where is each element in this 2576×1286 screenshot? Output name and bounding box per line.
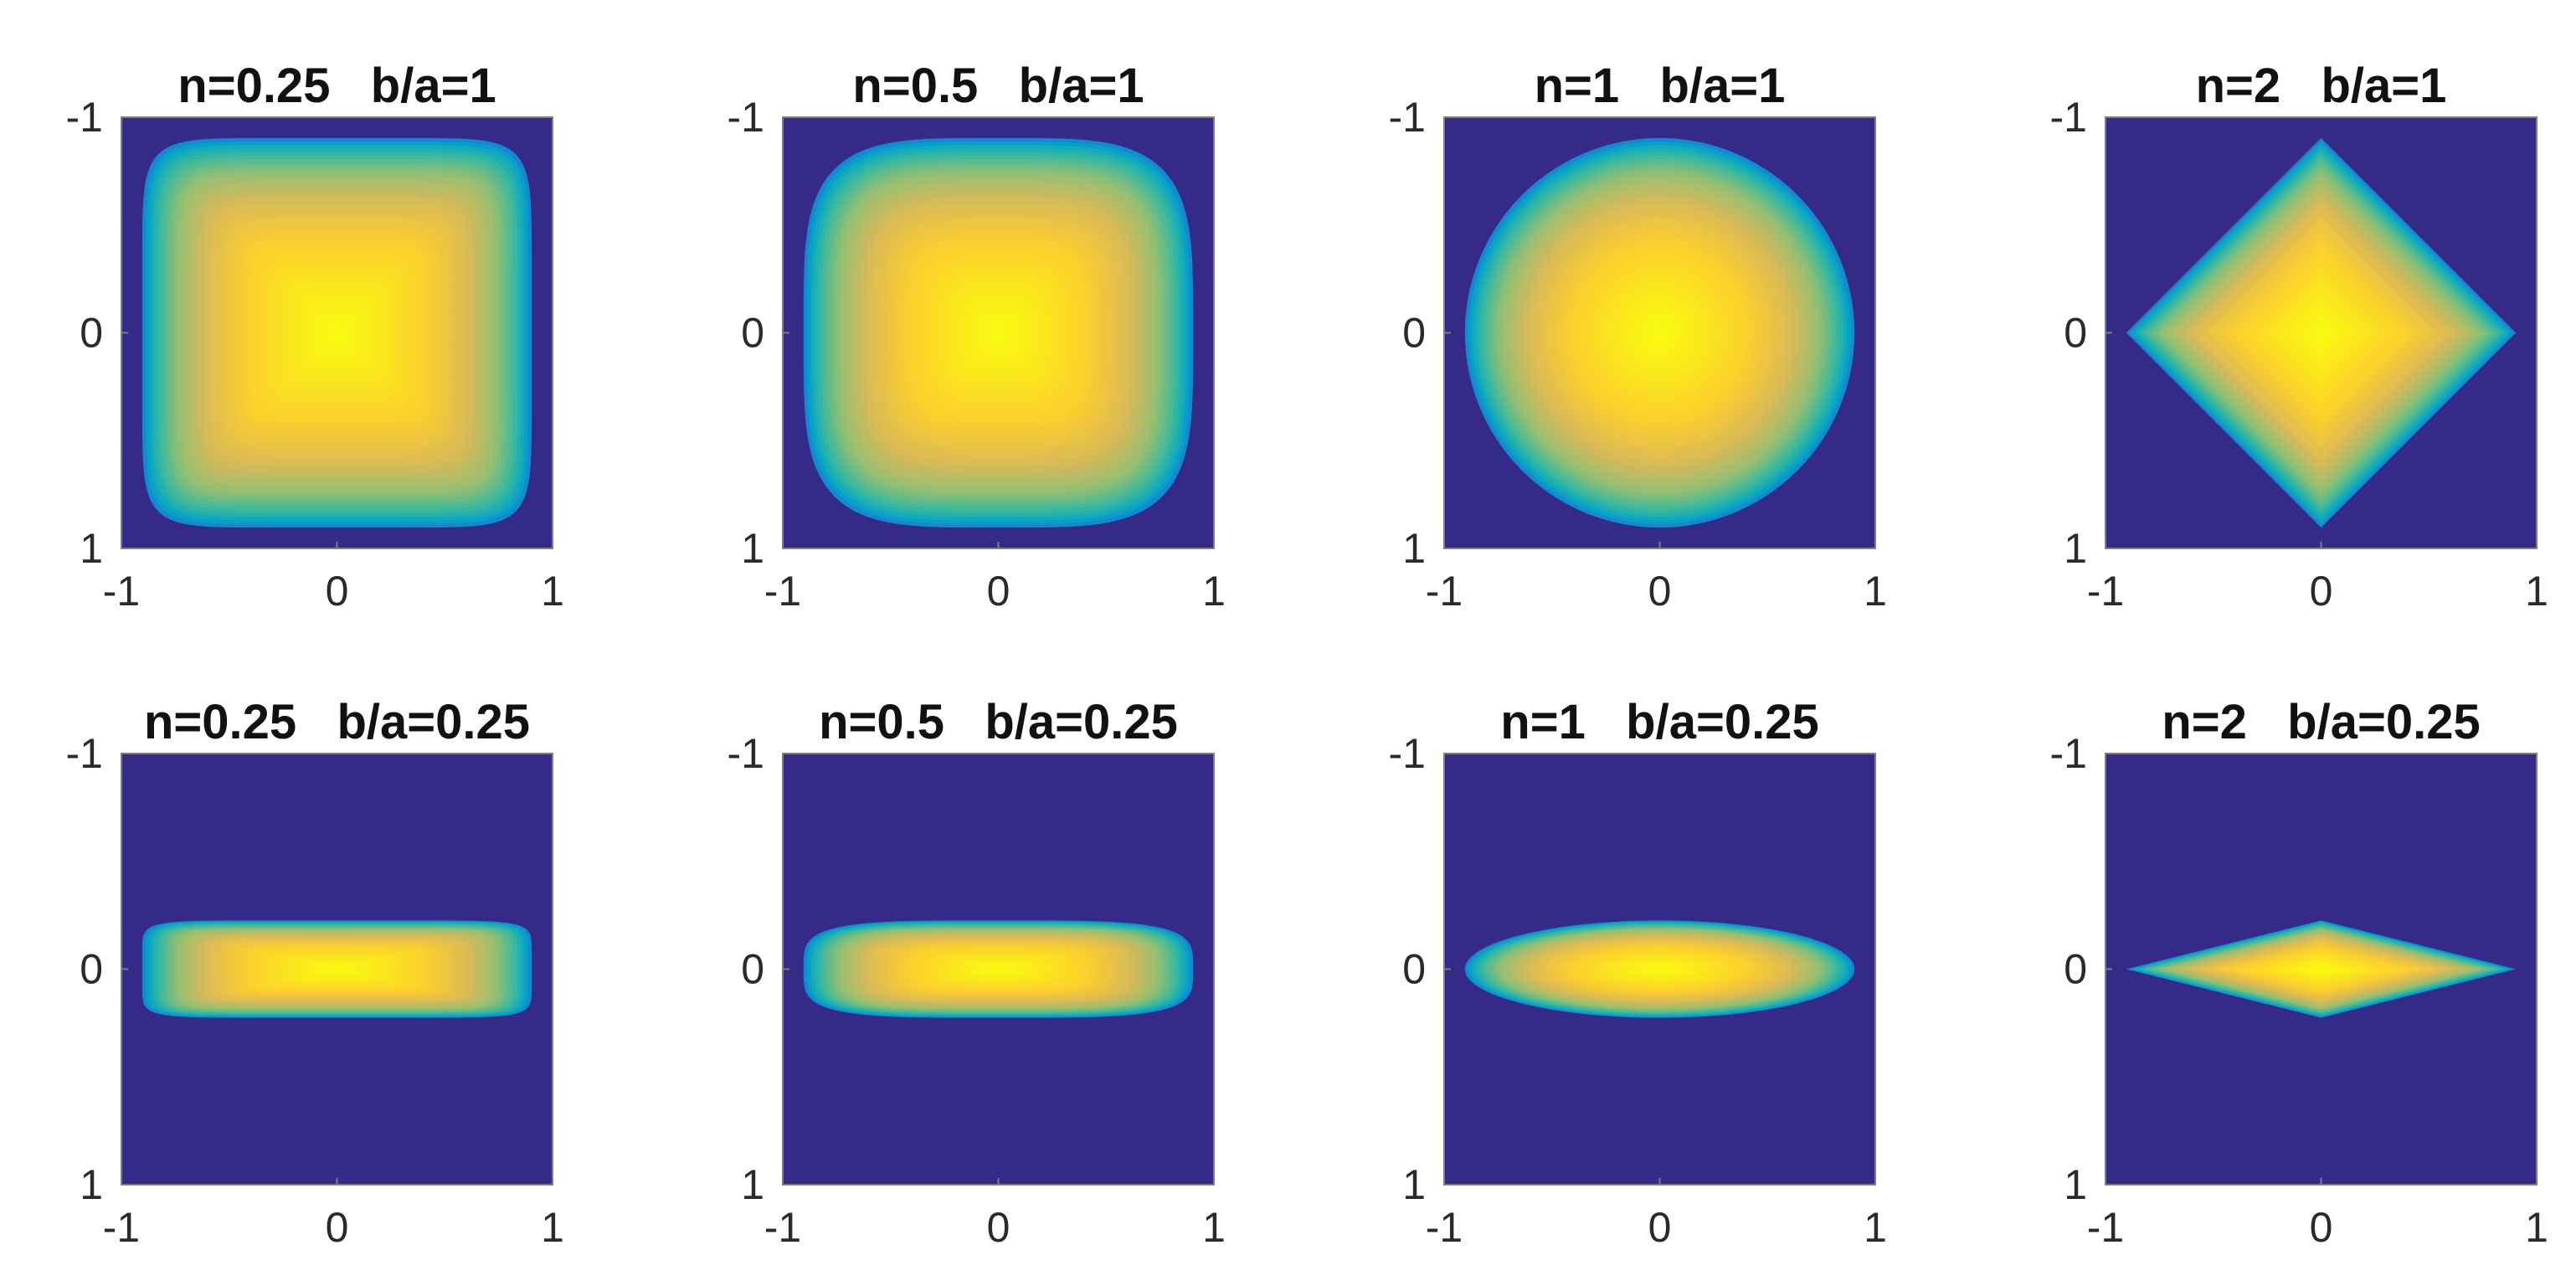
y-tick-label: 1 <box>80 1161 103 1208</box>
heatmap-shape <box>800 919 1197 1019</box>
x-tick-label: 0 <box>326 568 349 615</box>
heatmap-level <box>1656 968 1663 970</box>
y-tick-label: 1 <box>80 525 103 572</box>
y-tick-label: -1 <box>66 94 103 141</box>
x-tick-label: 0 <box>1648 568 1672 615</box>
subplot-title: n=1 b/a=1 <box>1535 59 1786 113</box>
heatmap-shape <box>1461 134 1859 532</box>
subplot-title: n=0.5 b/a=1 <box>852 59 1144 113</box>
subplot-title: n=0.5 b/a=0.25 <box>819 695 1178 749</box>
subplot-panel: n=0.5 b/a=0.25-1 0 1-101 <box>728 695 1226 1251</box>
heatmap-level <box>333 329 341 337</box>
y-tick-label: 0 <box>1402 310 1426 357</box>
x-tick-label: -1 <box>103 1204 140 1251</box>
y-tick-label: -1 <box>66 730 103 777</box>
heatmap-level <box>1656 329 1663 337</box>
y-tick-label: -1 <box>728 94 764 141</box>
heatmap-shape <box>2122 919 2520 1019</box>
x-tick-label: 1 <box>1202 1204 1226 1251</box>
x-tick-label: 0 <box>1648 1204 1672 1251</box>
y-tick-label: 1 <box>2064 1161 2087 1208</box>
y-tick-label: 1 <box>1402 525 1426 572</box>
x-tick-label: -1 <box>764 568 801 615</box>
y-tick-label: -1 <box>1389 730 1426 777</box>
y-tick-label: 0 <box>741 946 764 993</box>
y-tick-label: -1 <box>1389 94 1426 141</box>
y-tick-label: -1 <box>2050 94 2087 141</box>
y-tick-label: 1 <box>2064 525 2087 572</box>
y-tick-label: 1 <box>1402 1161 1426 1208</box>
x-tick-label: -1 <box>2087 1204 2124 1251</box>
x-tick-label: 1 <box>2525 568 2548 615</box>
subplot-panel: n=0.25 b/a=0.25-1 0 1-101 <box>66 695 564 1251</box>
x-tick-label: -1 <box>1426 1204 1463 1251</box>
y-tick-label: 0 <box>2064 946 2087 993</box>
subplot-panel: n=1 b/a=1-1 0 1-101 <box>1389 59 1887 615</box>
subplot-title: n=2 b/a=0.25 <box>2162 695 2480 749</box>
heatmap-level <box>2317 968 2325 970</box>
subplot-title: n=1 b/a=0.25 <box>1500 695 1818 749</box>
x-tick-label: 1 <box>1202 568 1226 615</box>
heatmap-level <box>995 968 1002 970</box>
x-tick-label: 1 <box>541 1204 564 1251</box>
subplot-panel: n=2 b/a=1-1 0 1-101 <box>2050 59 2548 615</box>
heatmap-level <box>333 968 341 970</box>
x-tick-label: 0 <box>2310 568 2333 615</box>
y-tick-label: 1 <box>741 1161 764 1208</box>
heatmap-shape <box>1461 919 1859 1019</box>
heatmap-shape <box>2122 134 2520 532</box>
x-tick-label: 0 <box>2310 1204 2333 1251</box>
x-tick-label: 0 <box>987 568 1010 615</box>
subplot-panel: n=0.25 b/a=1-1 0 1-101 <box>66 59 564 615</box>
x-tick-label: 1 <box>2525 1204 2548 1251</box>
subplot-title: n=2 b/a=1 <box>2196 59 2447 113</box>
x-tick-label: 1 <box>1864 568 1887 615</box>
heatmap-level <box>2317 329 2325 337</box>
subplot-panel: n=0.5 b/a=1-1 0 1-101 <box>728 59 1226 615</box>
heatmap-shape <box>138 919 536 1019</box>
x-tick-label: 1 <box>541 568 564 615</box>
x-tick-label: -1 <box>103 568 140 615</box>
y-tick-label: 0 <box>2064 310 2087 357</box>
y-tick-label: 0 <box>741 310 764 357</box>
subplot-panel: n=2 b/a=0.25-1 0 1-101 <box>2050 695 2548 1251</box>
heatmap-shape <box>800 134 1197 532</box>
x-tick-label: -1 <box>2087 568 2124 615</box>
heatmap-level <box>995 329 1002 337</box>
y-tick-label: 0 <box>1402 946 1426 993</box>
subplot-title: n=0.25 b/a=0.25 <box>144 695 530 749</box>
y-tick-label: 0 <box>80 310 103 357</box>
y-tick-label: -1 <box>728 730 764 777</box>
heatmap-shape <box>138 134 536 532</box>
x-tick-label: -1 <box>1426 568 1463 615</box>
x-tick-label: 0 <box>987 1204 1010 1251</box>
y-tick-label: 1 <box>741 525 764 572</box>
y-tick-label: -1 <box>2050 730 2087 777</box>
subplot-panel: n=1 b/a=0.25-1 0 1-101 <box>1389 695 1887 1251</box>
x-tick-label: 0 <box>326 1204 349 1251</box>
y-tick-label: 0 <box>80 946 103 993</box>
x-tick-label: -1 <box>764 1204 801 1251</box>
x-tick-label: 1 <box>1864 1204 1887 1251</box>
subplot-title: n=0.25 b/a=1 <box>177 59 496 113</box>
